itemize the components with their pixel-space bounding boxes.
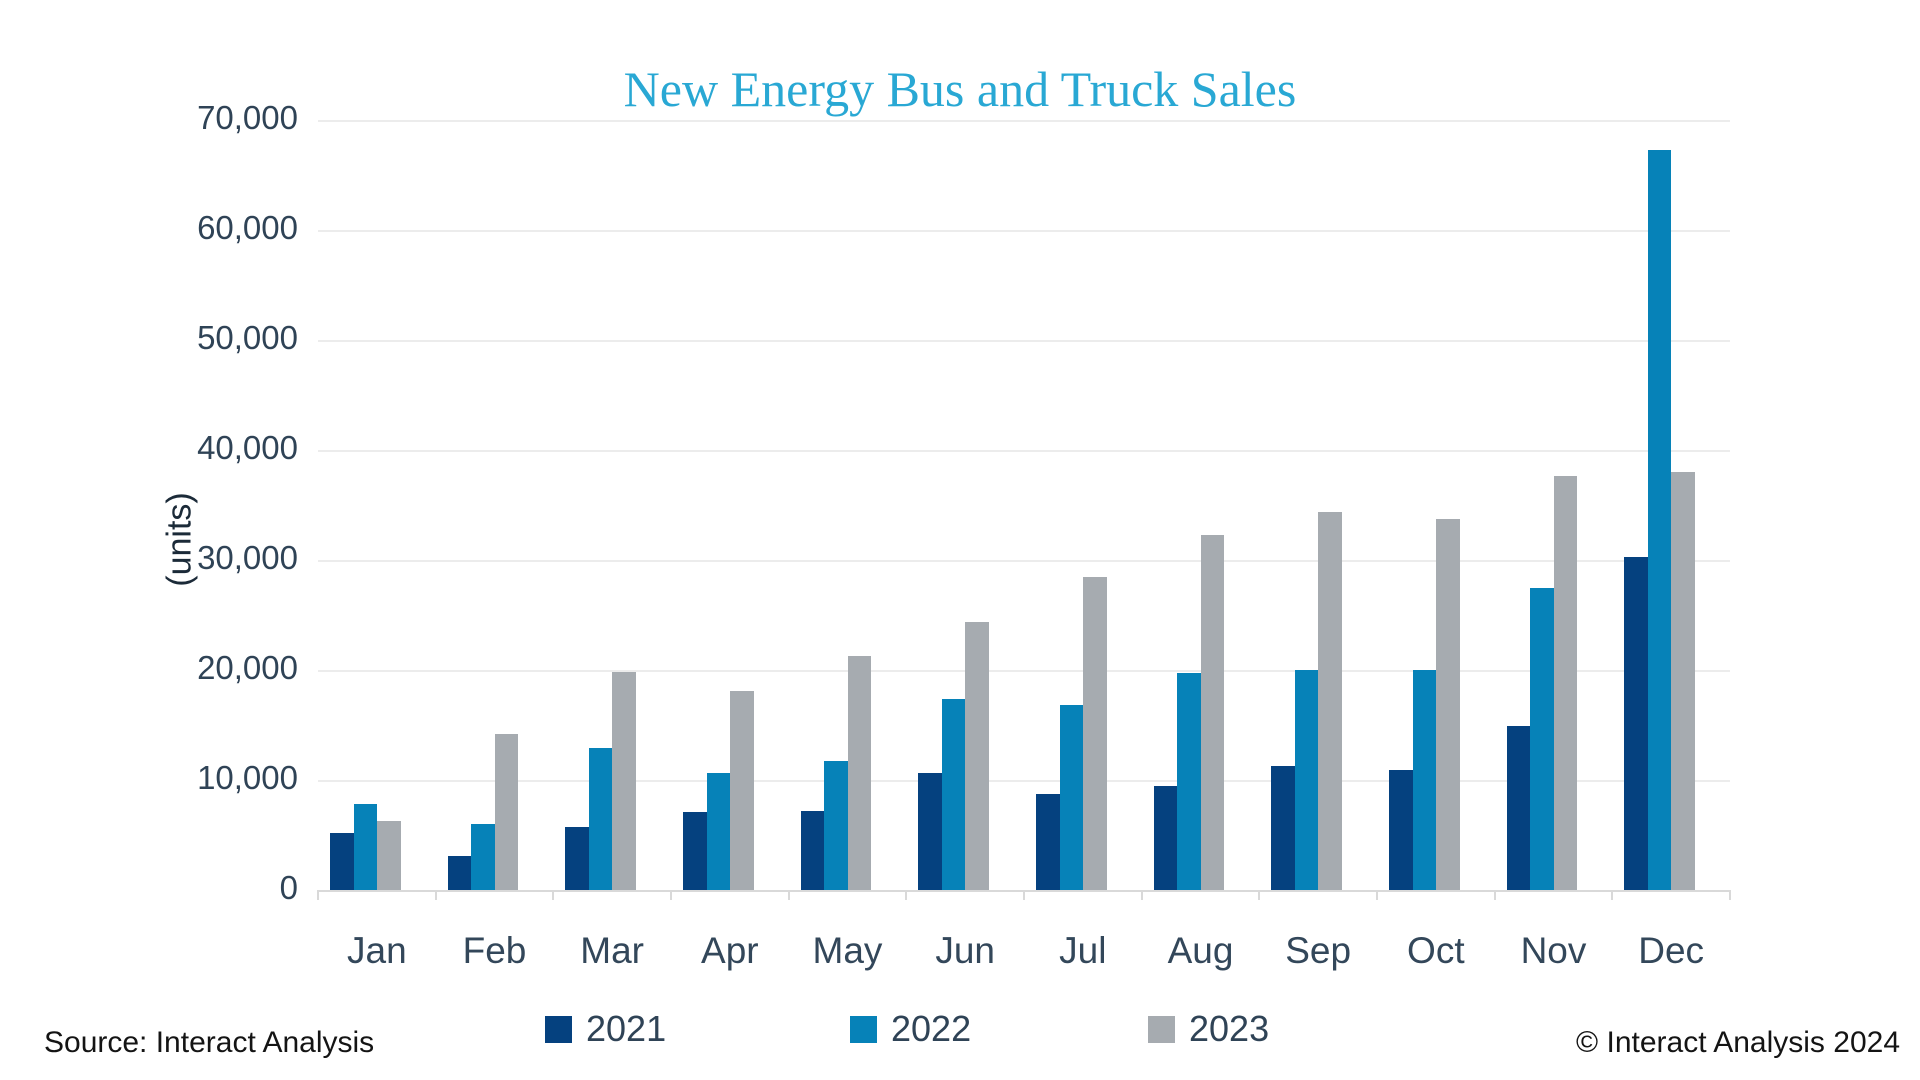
x-axis-tick [317,890,319,900]
x-axis-tick [1140,890,1143,900]
y-tick-label: 70,000 [197,99,298,136]
x-category-label: Feb [462,930,527,971]
x-axis-tick [1493,890,1496,900]
y-tick-label: 10,000 [197,759,298,796]
legend-label-2023: 2023 [1189,1008,1270,1049]
bar-2022-may [824,761,848,890]
y-tick-label: 20,000 [197,649,298,686]
bar-2021-dec [1624,556,1648,890]
bar-2023-dec [1671,472,1695,890]
legend-item-2022: 2022 [850,1008,971,1050]
y-tick-label: 60,000 [197,209,298,246]
bar-2023-apr [730,690,754,890]
bar-2021-apr [683,811,707,890]
bar-2022-feb [471,824,495,890]
x-category-label: Mar [580,930,645,971]
bar-2022-apr [706,773,730,890]
x-axis-tick [434,890,437,900]
y-tick-label: 0 [279,869,298,906]
bar-2022-jul [1059,705,1083,890]
y-gridline [318,450,1730,452]
bar-2021-jun [918,773,942,890]
legend-label-2022: 2022 [891,1008,972,1049]
bar-2022-jan [353,804,377,890]
x-category-label: Aug [1167,930,1234,971]
x-axis-tick [905,890,908,900]
legend-item-2023: 2023 [1148,1008,1269,1050]
bar-2021-sep [1271,765,1295,890]
y-gridline [318,340,1730,342]
copyright-note: © Interact Analysis 2024 [1576,1026,1900,1059]
bar-2021-mar [565,827,589,890]
y-gridline [318,560,1730,562]
y-tick-label: 30,000 [197,539,298,576]
x-category-label: Apr [701,930,759,971]
bar-2021-may [800,810,825,890]
bar-2022-nov [1530,587,1554,890]
x-axis-tick [670,890,672,900]
plot-area [317,120,1731,900]
legend-item-2021: 2021 [545,1008,666,1050]
y-gridline [318,670,1730,672]
bar-2023-mar [612,672,636,890]
source-note: Source: Interact Analysis [44,1026,375,1059]
bar-2021-nov [1506,726,1531,890]
x-category-label: Dec [1638,930,1705,971]
legend-swatch-2023 [1148,1015,1175,1043]
bar-2022-aug [1177,673,1201,890]
y-tick-label: 40,000 [197,429,298,466]
bar-2023-jan [377,820,401,890]
chart-title: New Energy Bus and Truck Sales [623,60,1297,117]
y-gridline [318,780,1730,782]
bar-2023-feb [494,733,519,890]
y-gridline [318,230,1730,232]
bar-2021-jan [330,832,354,890]
bar-2022-jun [941,698,966,890]
x-axis-tick [1258,890,1261,900]
bar-2023-jun [965,621,989,890]
bar-2023-may [847,655,872,890]
x-axis-tick [787,890,790,900]
bar-2021-oct [1389,770,1413,890]
x-axis-tick [1729,890,1731,900]
x-axis-tick [1611,890,1614,900]
bar-2022-dec [1647,149,1672,890]
x-category-label: Nov [1520,930,1587,971]
bar-2023-sep [1318,511,1342,890]
legend-label-2021: 2021 [586,1008,667,1049]
x-axis-tick [1023,890,1025,900]
legend-swatch-2021 [545,1015,572,1043]
bar-2021-feb [447,855,472,890]
y-tick-label: 50,000 [197,319,298,356]
x-axis-tick [552,890,555,900]
bar-2021-jul [1036,794,1060,890]
legend-swatch-2022 [850,1015,877,1043]
bar-2022-mar [588,748,613,890]
x-category-label: Sep [1285,930,1352,971]
bar-2023-aug [1200,534,1225,890]
bar-2023-nov [1553,476,1578,890]
bar-2023-oct [1436,519,1460,890]
x-category-label: Jan [347,930,407,971]
x-category-label: May [812,930,883,971]
bar-2022-oct [1412,670,1436,890]
bar-2022-sep [1294,670,1319,890]
x-category-label: Jul [1059,930,1107,971]
x-category-label: Jun [935,930,995,971]
x-category-label: Oct [1407,930,1465,971]
y-gridline [318,120,1730,122]
x-axis-tick [1376,890,1378,900]
bar-2023-jul [1083,576,1107,890]
bar-2021-aug [1153,785,1178,890]
